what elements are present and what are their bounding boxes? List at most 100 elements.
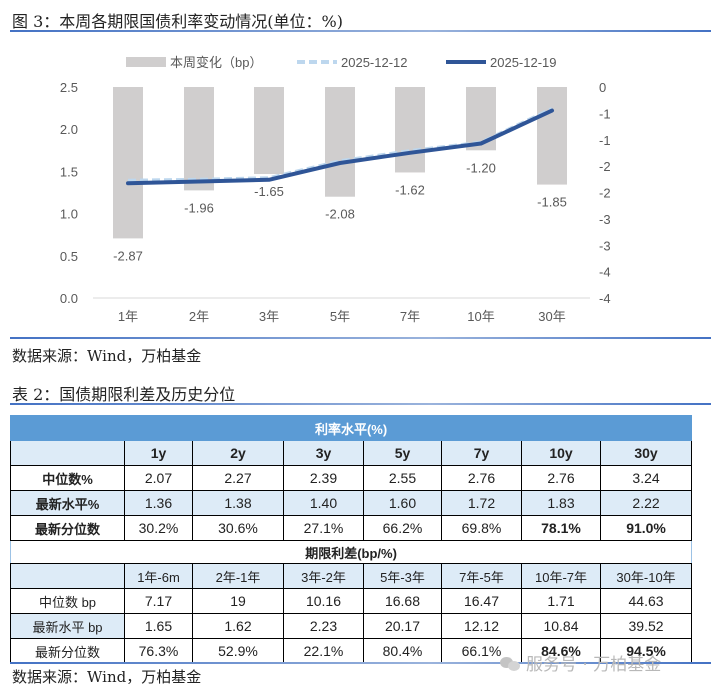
table-cell: 16.47: [441, 588, 522, 614]
bar-data-label: -1.85: [537, 195, 567, 210]
table-row: 最新分位数 30.2% 30.6% 27.1% 66.2% 69.8% 78.1…: [10, 515, 693, 541]
table-cell: 30.6%: [192, 515, 284, 541]
x-axis-tick: 2年: [189, 309, 209, 324]
table-cell: 66.1%: [441, 638, 522, 664]
column-header: 7y: [441, 440, 522, 466]
table-cell: 80.4%: [363, 638, 442, 664]
table-cell-highlight: 91.0%: [599, 515, 693, 541]
table-cell: 1.40: [283, 490, 364, 516]
bar-data-label: -1.96: [184, 200, 214, 215]
bar-series: [113, 87, 567, 239]
table-cell: 69.8%: [441, 515, 522, 541]
table-cell: 27.1%: [283, 515, 364, 541]
table-cell: 66.2%: [363, 515, 442, 541]
column-header: 2y: [192, 440, 284, 466]
row-label: 最新分位数: [10, 638, 125, 664]
bar-data-label: -1.65: [254, 184, 284, 199]
x-axis-tick: 7年: [400, 309, 420, 324]
line-series-curr: [126, 108, 554, 186]
column-header: 30y: [599, 440, 693, 466]
legend-bar-swatch: [126, 57, 166, 67]
column-header: 5年-3年: [363, 563, 442, 589]
caption-rule: [10, 30, 711, 32]
left-axis-tick: 0.0: [60, 291, 78, 306]
watermark: 服务号 · 万柏基金: [500, 650, 661, 675]
column-header: 10年-7年: [521, 563, 601, 589]
right-axis-tick: 0: [599, 80, 606, 95]
table-cell: 10.16: [283, 588, 364, 614]
table-cell: 22.1%: [283, 638, 364, 664]
column-header: [10, 440, 125, 466]
row-label: 中位数%: [10, 465, 125, 491]
column-header: 2年-1年: [192, 563, 284, 589]
legend-curr-label: 2025-12-19: [490, 55, 557, 70]
row-label: 最新水平 bp: [10, 613, 125, 639]
table-cell: 1.38: [192, 490, 284, 516]
table-source: 数据来源：Wind，万柏基金: [12, 668, 202, 686]
table-cell: 1.36: [124, 490, 193, 516]
left-axis-tick: 2.0: [60, 122, 78, 137]
x-axis-ticks: 1年 2年 3年 5年 7年 10年 30年: [118, 309, 566, 324]
right-axis-tick: -4: [599, 291, 611, 306]
column-header: 5y: [363, 440, 442, 466]
right-axis-tick: -3: [599, 212, 611, 227]
table-row: 中位数% 2.07 2.27 2.39 2.55 2.76 2.76 3.24: [10, 465, 693, 491]
table-cell: 7.17: [124, 588, 193, 614]
table-cell: 39.52: [599, 613, 693, 639]
column-header: [10, 563, 125, 589]
figure-bottom-rule: [10, 337, 711, 339]
spread-table: 利率水平(%) 1y 2y 3y 5y 7y 10y 30y 中位数% 2.07…: [9, 415, 693, 664]
column-header: 1年-6m: [124, 563, 193, 589]
column-header: 3y: [283, 440, 364, 466]
row-label: 最新分位数: [10, 515, 125, 541]
legend-prev-label: 2025-12-12: [341, 55, 408, 70]
table-caption: 表 2：国债期限利差及历史分位: [12, 385, 236, 404]
legend-bar-label: 本周变化（bp）: [170, 55, 262, 70]
right-axis: 0 -1 -1 -2 -2 -3 -3 -4 -4: [599, 80, 611, 306]
spreads-section-title: 期限利差(bp/%): [9, 540, 693, 564]
table-row: 最新水平% 1.36 1.38 1.40 1.60 1.72 1.83 2.22: [10, 490, 693, 516]
table-cell: 2.76: [441, 465, 522, 491]
legend: 本周变化（bp） 2025-12-12 2025-12-19: [126, 55, 557, 70]
table-cell: 2.76: [521, 465, 601, 491]
table-cell: 44.63: [599, 588, 693, 614]
left-axis: 0.0 0.5 1.0 1.5 2.0 2.5: [60, 80, 78, 306]
table-cell: 2.27: [192, 465, 284, 491]
table-cell: 1.83: [521, 490, 601, 516]
x-axis-tick: 3年: [259, 309, 279, 324]
table-cell-highlight: 94.5%: [599, 638, 693, 664]
table-cell: 3.24: [599, 465, 693, 491]
column-header: 10y: [521, 440, 601, 466]
table-cell: 2.55: [363, 465, 442, 491]
rate-change-chart: 本周变化（bp） 2025-12-12 2025-12-19 0.0 0.5 1.0…: [60, 55, 611, 324]
right-axis-tick: -3: [599, 238, 611, 253]
left-axis-tick: 1.5: [60, 164, 78, 179]
table-cell: 76.3%: [124, 638, 193, 664]
table-bottom-rule: [10, 662, 711, 664]
watermark-text: 服务号 · 万柏基金: [526, 655, 662, 675]
table-row: 最新分位数 76.3% 52.9% 22.1% 80.4% 66.1% 84.6…: [10, 638, 693, 664]
rates-column-header: 1y 2y 3y 5y 7y 10y 30y: [10, 440, 693, 466]
bar: [325, 87, 355, 197]
right-axis-tick: -1: [599, 133, 611, 148]
bar-data-label: -1.62: [395, 182, 425, 197]
table-cell-highlight: 84.6%: [521, 638, 601, 664]
table-row: 最新水平 bp 1.65 1.62 2.23 20.17 12.12 10.84…: [10, 613, 693, 639]
bar: [254, 87, 284, 175]
table-cell: 12.12: [441, 613, 522, 639]
table-cell-highlight: 78.1%: [521, 515, 601, 541]
table-cell: 2.23: [283, 613, 364, 639]
table-cell: 1.62: [192, 613, 284, 639]
bar: [395, 87, 425, 173]
table-cell: 1.72: [441, 490, 522, 516]
x-axis-tick: 10年: [467, 309, 494, 324]
bar: [113, 87, 143, 239]
right-axis-tick: -4: [599, 265, 611, 280]
bar-data-labels: -2.87 -1.96 -1.65 -2.08 -1.62 -1.20 -1.85: [113, 160, 567, 263]
table-row: 中位数 bp 7.17 19 10.16 16.68 16.47 1.71 44…: [10, 588, 693, 614]
table-cell: 1.65: [124, 613, 193, 639]
spreads-column-header: 1年-6m 2年-1年 3年-2年 5年-3年 7年-5年 10年-7年 30年…: [10, 563, 693, 589]
column-header: 30年-10年: [599, 563, 693, 589]
table-cell: 19: [192, 588, 284, 614]
x-axis-tick: 1年: [118, 309, 138, 324]
